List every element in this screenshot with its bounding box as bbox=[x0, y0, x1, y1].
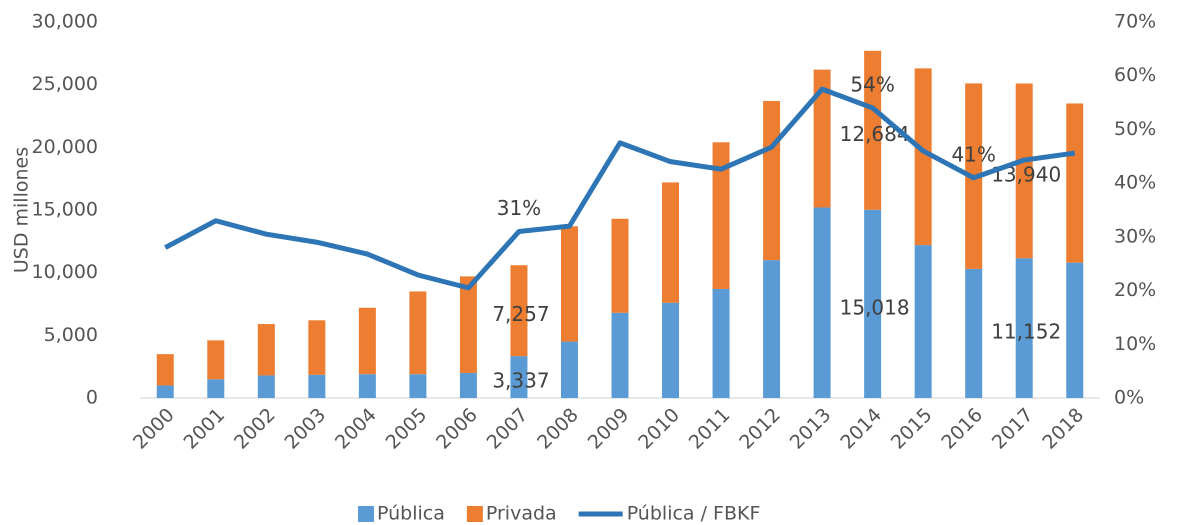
y-tick-label: 15,000 bbox=[32, 199, 98, 221]
x-tick-label: 2007 bbox=[483, 404, 533, 454]
y-tick-label: 20,000 bbox=[32, 136, 98, 158]
bar-segment bbox=[1066, 262, 1084, 398]
y2-tick-label: 40% bbox=[1114, 172, 1156, 194]
y2-tick-label: 20% bbox=[1114, 279, 1156, 301]
x-tick-label: 2005 bbox=[382, 404, 432, 454]
x-tick-label: 2010 bbox=[634, 404, 684, 454]
y-axis-title: USD millones bbox=[11, 147, 33, 273]
data-label: 3,337 bbox=[492, 369, 549, 393]
legend-swatch bbox=[358, 506, 374, 522]
data-label: 31% bbox=[497, 196, 541, 220]
x-tick-label: 2003 bbox=[281, 404, 331, 454]
legend-label: Pública bbox=[377, 503, 445, 525]
bar-segment bbox=[611, 218, 629, 313]
y-tick-label: 30,000 bbox=[32, 11, 98, 33]
y-tick-label: 10,000 bbox=[32, 261, 98, 283]
legend-label: Privada bbox=[486, 503, 557, 525]
data-label: 12,684 bbox=[840, 122, 910, 146]
y2-tick-label: 60% bbox=[1114, 64, 1156, 86]
legend-swatch bbox=[466, 506, 483, 522]
x-tick-label: 2011 bbox=[685, 404, 735, 454]
bar-segment bbox=[560, 341, 578, 398]
y2-tick-label: 70% bbox=[1114, 11, 1156, 33]
bar-segment bbox=[358, 374, 376, 398]
x-tick-label: 2006 bbox=[432, 404, 482, 454]
y-tick-label: 25,000 bbox=[32, 73, 98, 95]
bar-segment bbox=[1066, 103, 1084, 263]
bar-segment bbox=[207, 340, 225, 380]
x-tick-label: 2016 bbox=[937, 404, 987, 454]
bar-segment bbox=[156, 385, 174, 398]
data-label: 15,018 bbox=[840, 295, 910, 319]
x-tick-label: 2004 bbox=[331, 404, 381, 454]
bar-segment bbox=[813, 69, 831, 208]
legend-label: Pública / FBKF bbox=[627, 503, 761, 525]
bar-segment bbox=[308, 320, 326, 375]
bar-segment bbox=[763, 100, 781, 261]
bar-segment bbox=[813, 207, 831, 398]
bar-segment bbox=[459, 276, 477, 373]
bar-segment bbox=[358, 307, 376, 375]
bar-segment bbox=[308, 374, 326, 398]
bar-segment bbox=[409, 374, 427, 398]
bar-segment bbox=[864, 209, 882, 398]
x-tick-label: 2009 bbox=[584, 404, 634, 454]
bar-segment bbox=[662, 302, 680, 398]
bar-segment bbox=[1015, 258, 1033, 398]
bar-segment bbox=[1015, 83, 1033, 259]
bar-segment bbox=[510, 265, 528, 357]
bar-segment bbox=[257, 375, 275, 398]
x-tick-label: 2012 bbox=[735, 404, 785, 454]
y2-tick-label: 0% bbox=[1114, 387, 1144, 409]
x-tick-label: 2017 bbox=[988, 404, 1038, 454]
y2-tick-label: 10% bbox=[1114, 333, 1156, 355]
x-tick-label: 2013 bbox=[786, 404, 836, 454]
y-tick-label: 0 bbox=[86, 387, 98, 409]
y2-tick-label: 50% bbox=[1114, 118, 1156, 140]
x-tick-label: 2002 bbox=[230, 404, 280, 454]
x-tick-label: 2014 bbox=[836, 404, 886, 454]
x-tick-label: 2008 bbox=[533, 404, 583, 454]
bar-segment bbox=[611, 312, 629, 398]
bar-segment bbox=[712, 288, 730, 398]
x-tick-label: 2001 bbox=[179, 404, 229, 454]
bar-segment bbox=[560, 226, 578, 342]
bar-segment bbox=[763, 260, 781, 398]
x-tick-label: 2000 bbox=[129, 404, 179, 454]
x-tick-label: 2015 bbox=[887, 404, 937, 454]
bar-segment bbox=[864, 50, 882, 210]
data-label: 7,257 bbox=[492, 302, 549, 326]
data-label: 41% bbox=[951, 142, 995, 166]
data-label: 54% bbox=[850, 72, 894, 96]
bar-segment bbox=[662, 182, 680, 303]
bar-segment bbox=[712, 142, 730, 289]
bar-segment bbox=[207, 379, 225, 398]
bar-segment bbox=[409, 291, 427, 375]
bar-segment bbox=[914, 68, 932, 246]
data-label: 11,152 bbox=[991, 320, 1061, 344]
bar-segment bbox=[914, 245, 932, 398]
x-tick-label: 2018 bbox=[1038, 404, 1088, 454]
bar-segment bbox=[257, 324, 275, 376]
line bbox=[164, 86, 1076, 291]
y2-tick-label: 30% bbox=[1114, 225, 1156, 247]
bar-segment bbox=[510, 356, 528, 398]
y-tick-label: 5,000 bbox=[44, 324, 98, 346]
bar-segment bbox=[459, 372, 477, 398]
bar-segment bbox=[965, 268, 983, 398]
bar-segment bbox=[156, 354, 174, 386]
